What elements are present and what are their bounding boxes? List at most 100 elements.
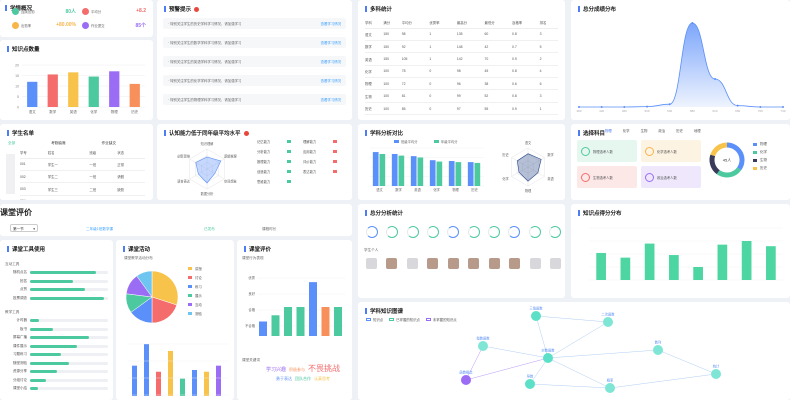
graph-node: [653, 345, 663, 355]
column-header: 及格率: [512, 18, 540, 29]
roster-tab-all[interactable]: 全部: [8, 141, 16, 145]
tool-bar: [30, 353, 62, 356]
radar-label: 物理: [525, 188, 532, 193]
table-row: 004学生四二班正常: [20, 195, 145, 200]
pie-slice: [136, 270, 153, 298]
legend-label: 班级平均分: [401, 139, 418, 144]
bar: [334, 307, 342, 336]
elective-tab[interactable]: 政治: [658, 129, 666, 133]
roster-tab-absent[interactable]: 考勤缺席: [51, 141, 66, 145]
ability-indicator: [287, 149, 291, 153]
subject-compare-title: 学科分析对比: [370, 131, 404, 137]
warning-link[interactable]: 查看学习情况: [320, 60, 341, 64]
column-header: 状态: [117, 148, 145, 159]
column-header: 学科: [365, 18, 384, 29]
ability-label: 创造能力: [257, 169, 271, 174]
elective-tab[interactable]: 物理: [605, 129, 612, 133]
warning-link[interactable]: 查看学习情况: [320, 98, 341, 102]
ability-label: 思维能力: [257, 179, 271, 184]
warning-link[interactable]: 查看学习情况: [320, 79, 341, 83]
graph-edge: [535, 315, 549, 359]
avatar: [366, 258, 377, 269]
title-bar: [365, 308, 367, 314]
elective-tab[interactable]: 地理: [693, 129, 701, 133]
radar-label: 逻辑推理: [224, 154, 238, 159]
roster-scrollbar[interactable]: [6, 154, 15, 194]
x-tick-label: 数学: [395, 187, 402, 192]
elective-tab[interactable]: 化学: [622, 129, 630, 133]
warning-item: · 特别关注学生的物理学科学习情况，请加强学习 查看学习情况: [163, 94, 346, 105]
warning-title: 预警提示: [169, 7, 192, 13]
warning-link[interactable]: 查看学习情况: [320, 22, 341, 26]
table-cell: 请假: [117, 170, 145, 184]
elective-card: 化学选考人数: [641, 140, 701, 162]
ability-indicator: [287, 179, 291, 183]
legend-item: 历史: [753, 164, 767, 172]
x-tick-label: 语文: [29, 109, 36, 114]
table-cell: 78: [401, 65, 430, 79]
table-cell: 100: [383, 89, 402, 103]
elective-donut: 45人: [709, 142, 745, 178]
class-eval-header-title: 课堂评价: [0, 208, 32, 217]
bar: [436, 161, 443, 186]
title-bar: [244, 246, 246, 252]
elective-tab[interactable]: 生物: [640, 129, 648, 133]
roster-panel: 学生名单 全部 考勤缺席 作业缺交 学号 姓名 班级 状态 001 学生一 一班 正常 002 学…: [0, 124, 153, 200]
column-header: 最低分: [484, 18, 512, 29]
tool-bar: [30, 344, 77, 348]
table-cell: 55: [484, 102, 512, 116]
graph-node: [461, 375, 471, 385]
graph-panel: 学科知识图谱 知识点 已掌握的知识点 未掌握的知识点 三角函数 二次函数 指数函数 对数函…: [358, 302, 790, 400]
tool-label: 随堂测验: [13, 360, 27, 365]
bar: [417, 157, 424, 186]
warning-text: · 特别关注学生的物理学科学习情况，请加强学习: [168, 98, 242, 102]
table-cell: 148: [456, 40, 485, 54]
table-cell: 英语: [365, 52, 384, 66]
ability-label: 推理能力: [257, 159, 271, 164]
ability-row: 推理能力 评价能力: [257, 156, 349, 166]
graph-node: [605, 383, 615, 393]
bar: [620, 257, 631, 280]
elective-card-text: 生物选考人数: [593, 175, 613, 180]
table-row: 历史 100 85 0 97 55 0.9 1: [365, 102, 558, 116]
students-label: 学生个人: [364, 248, 379, 252]
ability-indicator: [333, 149, 337, 153]
point: [646, 105, 648, 108]
legend-label: 未掌握的知识点: [432, 318, 457, 322]
table-cell: 4: [539, 65, 558, 79]
table-cell: 正常: [117, 158, 145, 171]
legend-item: 练习: [188, 282, 202, 291]
column-header: 平均分: [401, 18, 430, 29]
table-row: 003 学生三 二班 缺勤: [20, 182, 145, 196]
legend-swatch: [188, 285, 192, 288]
legend-label: 已掌握的知识点: [396, 318, 420, 322]
graph-legend: 知识点 已掌握的知识点 未掌握的知识点: [366, 317, 457, 322]
radar-label: 英语: [547, 176, 554, 181]
x-tick-label: 420: [599, 109, 604, 113]
tool-bar: [30, 271, 97, 274]
roster-tab-missing[interactable]: 作业缺交: [101, 141, 116, 145]
avatar: [549, 258, 561, 269]
overview-label: 作业提交: [91, 23, 105, 28]
warning-item: · 特别关注学生的英语学科学习情况，请加强学习 查看学习情况: [163, 56, 346, 67]
table-cell: 0.8: [512, 65, 540, 79]
bar: [429, 160, 436, 186]
y-tick-label: 不合格: [245, 323, 256, 328]
overview-icon: [82, 7, 89, 15]
elective-card-icon: [645, 146, 654, 156]
ability-row: 思维能力: [257, 176, 349, 186]
tools-group1: 互动工具: [5, 262, 20, 266]
cloud-word: 团队合作: [295, 376, 311, 381]
tool-row: 屏幕广播: [8, 335, 108, 340]
elective-tab[interactable]: 历史: [676, 129, 683, 133]
overview-panel: 学情概况 连续出勤 80人 平均分 +8.2 出勤率 +80.00% 作业提交 85个: [0, 0, 153, 37]
tool-track: [30, 378, 108, 382]
lesson-select-value: 第一节: [13, 227, 24, 231]
lesson-select[interactable]: 第一节 ▾: [10, 224, 38, 232]
table-row: 物理 100 72 0 96 38 0.6 6: [365, 77, 558, 91]
table-cell: 72: [401, 77, 430, 91]
tool-bar: [30, 319, 40, 322]
warning-panel: 预警提示 · 特别关注学生的历史学科学习情况，请加强学习 查看学习情况 · 特别关注…: [157, 0, 352, 120]
warning-link[interactable]: 查看学习情况: [320, 41, 341, 45]
